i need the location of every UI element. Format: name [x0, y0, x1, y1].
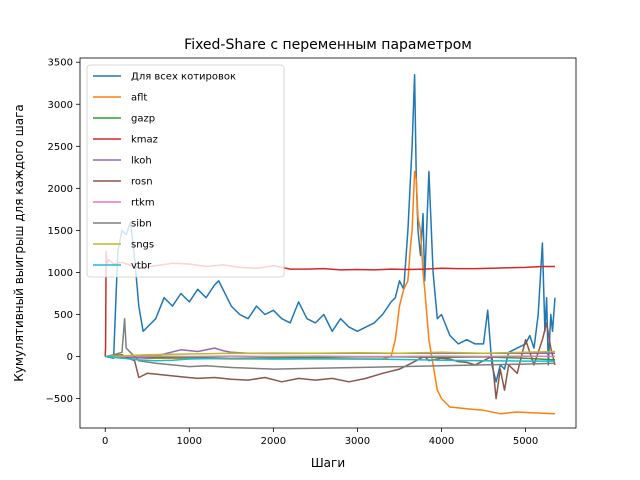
x-axis-label: Шаги [311, 456, 345, 470]
y-axis-label: Кумулятивный выигрыш для каждого шага [12, 104, 26, 382]
y-tick-label: −500 [46, 394, 73, 405]
x-tick-label: 2000 [261, 436, 286, 447]
series-layer [104, 74, 556, 415]
x-tick-label: 1000 [177, 436, 202, 447]
legend: Для всех котировок aflt gazp kmaz lkoh rosn rt… [86, 64, 285, 278]
series-line-vtbr [105, 355, 555, 362]
legend-label-Для всех котировок: Для всех котировок [131, 72, 236, 83]
series-line-Для всех котировок [105, 74, 556, 383]
y-tick-label: 3000 [48, 100, 73, 111]
legend-label-sibn: sibn [131, 219, 152, 230]
legend-label-sngs: sngs [131, 240, 154, 251]
series-line-sibn [105, 317, 556, 370]
legend-label-lkoh: lkoh [131, 156, 152, 167]
legend-label-gazp: gazp [131, 114, 155, 125]
y-tick-label: 1500 [48, 226, 73, 237]
y-axis: −500 0 500 1000 1500 2000 2500 3000 3500 [46, 58, 80, 405]
legend-label-kmaz: kmaz [131, 135, 158, 146]
series-line-sngs [105, 350, 556, 358]
legend-label-rosn: rosn [131, 177, 153, 188]
y-tick-label: 2000 [48, 184, 73, 195]
y-tick-label: 0 [67, 352, 73, 363]
y-tick-label: 1000 [48, 268, 73, 279]
y-tick-label: 2500 [48, 142, 73, 153]
plot-area [79, 57, 577, 429]
x-tick-label: 0 [102, 436, 108, 447]
x-tick-label: 3000 [345, 436, 370, 447]
series-line-rosn [105, 322, 556, 400]
chart-title: Fixed-Share с переменным параметром [184, 37, 472, 53]
x-tick-label: 5000 [513, 436, 538, 447]
x-axis: 0 1000 2000 3000 4000 5000 [102, 428, 538, 447]
legend-label-rtkm: rtkm [131, 198, 155, 209]
plot-frame [79, 57, 577, 429]
y-tick-label: 500 [54, 310, 73, 321]
y-tick-label: 3500 [48, 58, 73, 69]
x-tick-label: 4000 [429, 436, 454, 447]
legend-label-aflt: aflt [131, 93, 147, 104]
legend-label-vtbr: vtbr [131, 261, 152, 272]
legend-items: Для всех котировок aflt gazp kmaz lkoh rosn rt… [93, 72, 236, 272]
legend-frame [86, 64, 285, 278]
